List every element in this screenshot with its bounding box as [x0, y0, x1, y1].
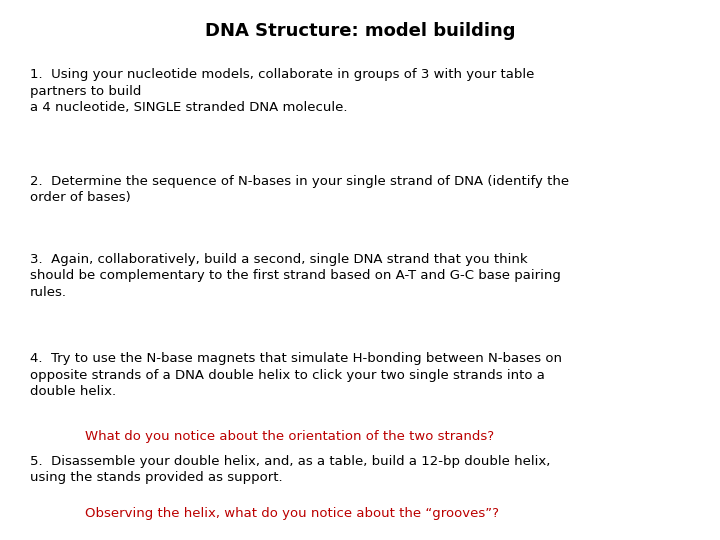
Text: 5.  Disassemble your double helix, and, as a table, build a 12-bp double helix,
: 5. Disassemble your double helix, and, a…	[30, 455, 550, 484]
Text: DNA Structure: model building: DNA Structure: model building	[204, 22, 516, 40]
Text: Observing the helix, what do you notice about the “grooves”?: Observing the helix, what do you notice …	[85, 507, 499, 520]
Text: 1.  Using your nucleotide models, collaborate in groups of 3 with your table
par: 1. Using your nucleotide models, collabo…	[30, 68, 534, 114]
Text: 2.  Determine the sequence of N-bases in your single strand of DNA (identify the: 2. Determine the sequence of N-bases in …	[30, 175, 569, 205]
Text: What do you notice about the orientation of the two strands?: What do you notice about the orientation…	[85, 430, 494, 443]
Text: 3.  Again, collaboratively, build a second, single DNA strand that you think
sho: 3. Again, collaboratively, build a secon…	[30, 253, 561, 299]
Text: 4.  Try to use the N-base magnets that simulate H-bonding between N-bases on
opp: 4. Try to use the N-base magnets that si…	[30, 352, 562, 398]
